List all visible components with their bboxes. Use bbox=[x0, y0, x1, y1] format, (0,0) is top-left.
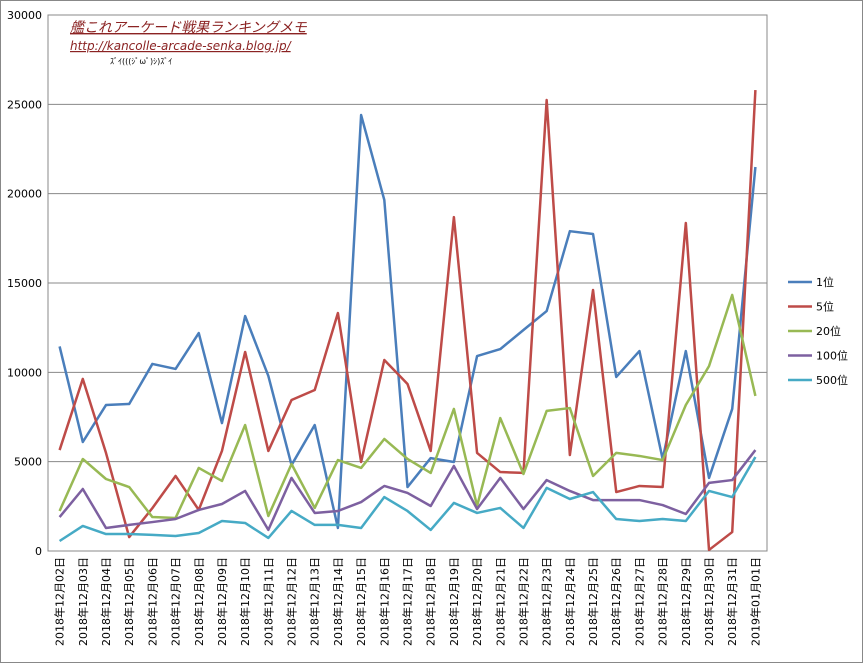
x-tick-label: 2018年12月10日 bbox=[238, 557, 252, 646]
x-tick-label: 2018年12月23日 bbox=[540, 557, 554, 646]
y-tick-label: 30000 bbox=[7, 9, 42, 22]
annotation: ｽﾞｲ(((ｼﾟωﾟ)ｼ)ｽﾞｲ bbox=[110, 57, 172, 66]
x-tick-label: 2018年12月04日 bbox=[99, 557, 113, 646]
legend-label: 1位 bbox=[816, 275, 834, 289]
series-line bbox=[58, 449, 757, 532]
x-tick-label: 2018年12月26日 bbox=[609, 557, 623, 646]
x-tick-label: 2018年12月18日 bbox=[424, 557, 438, 646]
legend-label: 100位 bbox=[816, 349, 848, 363]
annotation: 艦これアーケード戦果ランキングメモ bbox=[70, 20, 308, 36]
x-tick-label: 2018年12月02日 bbox=[53, 557, 67, 646]
legend-label: 5位 bbox=[816, 300, 834, 314]
x-tick-label: 2018年12月15日 bbox=[354, 557, 368, 646]
y-tick-label: 0 bbox=[35, 545, 42, 558]
x-tick-label: 2018年12月31日 bbox=[725, 557, 739, 646]
x-tick-label: 2018年12月29日 bbox=[679, 557, 693, 646]
y-tick-label: 20000 bbox=[7, 188, 42, 201]
series-line bbox=[58, 113, 757, 530]
series-line bbox=[58, 456, 757, 543]
legend-label: 500位 bbox=[816, 373, 848, 387]
annotation: http://kancolle-arcade-senka.blog.jp/ bbox=[70, 39, 293, 53]
x-tick-label: 2018年12月11日 bbox=[261, 557, 275, 646]
x-tick-label: 2018年12月06日 bbox=[145, 557, 159, 646]
x-tick-label: 2018年12月03日 bbox=[76, 557, 90, 646]
legend-label: 20位 bbox=[816, 324, 841, 338]
x-tick-label: 2018年12月25日 bbox=[586, 557, 600, 646]
x-tick-label: 2018年12月22日 bbox=[516, 557, 530, 646]
x-tick-label: 2018年12月05日 bbox=[122, 557, 136, 646]
x-tick-label: 2018年12月28日 bbox=[656, 557, 670, 646]
x-tick-label: 2018年12月20日 bbox=[470, 557, 484, 646]
x-tick-label: 2018年12月17日 bbox=[401, 557, 415, 646]
x-tick-label: 2018年12月08日 bbox=[192, 557, 206, 646]
series-line bbox=[58, 89, 757, 552]
x-tick-label: 2018年12月14日 bbox=[331, 557, 345, 646]
x-tick-label: 2018年12月09日 bbox=[215, 557, 229, 646]
x-tick-label: 2018年12月16日 bbox=[377, 557, 391, 646]
x-tick-label: 2018年12月07日 bbox=[169, 557, 183, 646]
x-tick-label: 2018年12月19日 bbox=[447, 557, 461, 646]
y-tick-label: 25000 bbox=[7, 98, 42, 111]
x-tick-label: 2018年12月27日 bbox=[632, 557, 646, 646]
x-tick-label: 2019年01月01日 bbox=[748, 557, 762, 646]
y-tick-label: 15000 bbox=[7, 277, 42, 290]
x-tick-label: 2018年12月24日 bbox=[563, 557, 577, 646]
x-tick-label: 2018年12月13日 bbox=[308, 557, 322, 646]
x-tick-label: 2018年12月30日 bbox=[702, 557, 716, 646]
x-tick-label: 2018年12月21日 bbox=[493, 557, 507, 646]
x-tick-label: 2018年12月12日 bbox=[285, 557, 299, 646]
y-tick-label: 10000 bbox=[7, 366, 42, 379]
y-tick-label: 5000 bbox=[14, 456, 42, 469]
